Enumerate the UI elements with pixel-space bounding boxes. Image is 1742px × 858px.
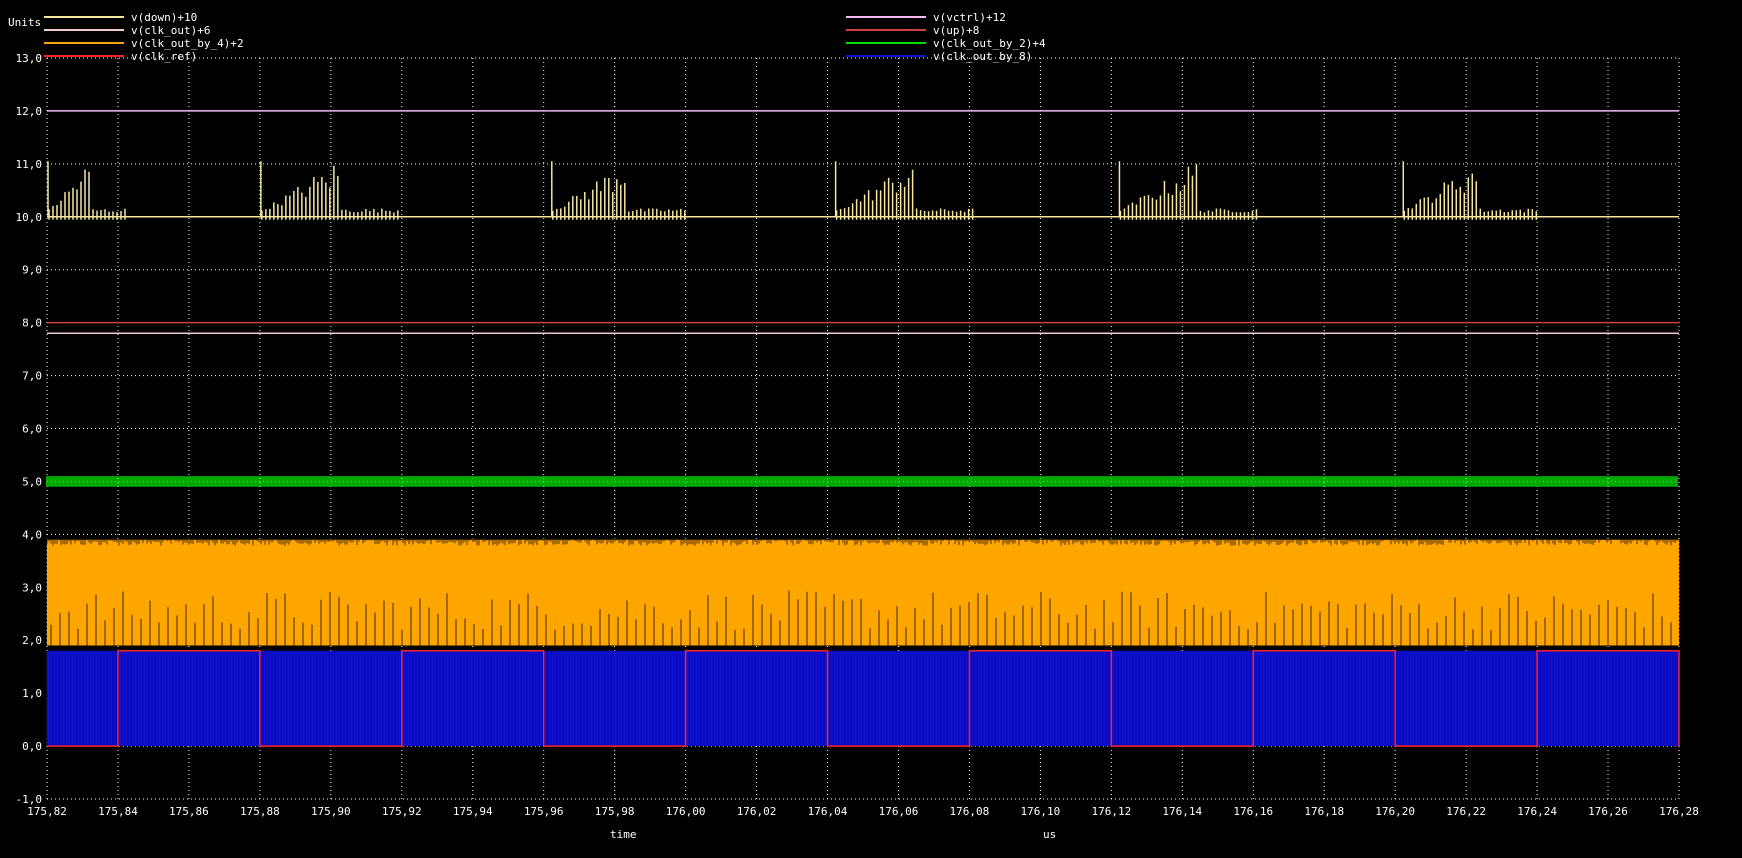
y-tick-label: 7,0 <box>22 370 42 383</box>
legend-label: v(up)+8 <box>933 24 979 37</box>
traces <box>46 110 1680 747</box>
trace-clk-out-by-4 <box>47 539 1679 646</box>
y-tick-label: 9,0 <box>22 264 42 277</box>
x-tick-label: 175,90 <box>311 805 351 818</box>
trace-clk-out-by-2 <box>46 476 1678 487</box>
trace-clk-out-by-4-glitches <box>50 590 1672 646</box>
trace-clk-out-by-8-edges <box>46 650 1677 747</box>
y-tick-label: 4,0 <box>22 528 42 541</box>
x-tick-label: 175,82 <box>27 805 67 818</box>
y-tick-label: 11,0 <box>16 158 43 171</box>
x-tick-label: 176,22 <box>1446 805 1486 818</box>
y-tick-label: 8,0 <box>22 317 42 330</box>
legend-label: v(clk_ref) <box>131 50 197 63</box>
x-tick-label: 175,88 <box>240 805 280 818</box>
x-tick-label: 176,18 <box>1304 805 1344 818</box>
axes: 175,82 175,84 175,86 175,88 175,90 175,92 175,… <box>16 52 1699 818</box>
x-tick-label: 175,92 <box>382 805 422 818</box>
x-axis-unit: us <box>1043 828 1056 841</box>
y-tick-label: 6,0 <box>22 423 42 436</box>
x-tick-label: 176,14 <box>1162 805 1202 818</box>
legend-label: v(down)+10 <box>131 11 197 24</box>
x-tick-label: 175,94 <box>453 805 493 818</box>
y-tick-label: 3,0 <box>22 581 42 594</box>
y-tick-label: 12,0 <box>16 105 43 118</box>
x-tick-label: 176,28 <box>1659 805 1699 818</box>
legend-label: v(clk_out_by_8) <box>933 50 1032 63</box>
x-tick-label: 176,00 <box>666 805 706 818</box>
y-tick-label: -1,0 <box>16 793 43 806</box>
y-tick-label: 2,0 <box>22 634 42 647</box>
trace-clk-ref <box>47 650 1680 747</box>
y-axis-label: Units <box>8 16 41 29</box>
legend-label: v(clk_out_by_2)+4 <box>933 37 1046 50</box>
y-tick-label: 13,0 <box>16 52 43 65</box>
legend: v(down)+10v(clk_out)+6v(clk_out_by_4)+2v… <box>44 11 1046 63</box>
trace-down-bursts <box>47 161 1538 220</box>
legend-label: v(vctrl)+12 <box>933 11 1006 24</box>
legend-label: v(clk_out_by_4)+2 <box>131 37 244 50</box>
x-tick-label: 176,08 <box>950 805 990 818</box>
x-tick-label: 175,86 <box>169 805 209 818</box>
x-tick-label: 175,98 <box>595 805 635 818</box>
x-tick-label: 176,02 <box>737 805 777 818</box>
x-tick-label: 176,20 <box>1375 805 1415 818</box>
x-axis-label: time <box>610 828 637 841</box>
x-tick-label: 175,96 <box>524 805 564 818</box>
y-tick-label: 0,0 <box>22 740 42 753</box>
x-tick-label: 176,24 <box>1517 805 1557 818</box>
x-tick-label: 176,04 <box>808 805 848 818</box>
x-tick-label: 176,06 <box>879 805 919 818</box>
y-tick-label: 1,0 <box>22 687 42 700</box>
y-tick-label: 10,0 <box>16 211 43 224</box>
x-tick-label: 176,12 <box>1091 805 1131 818</box>
x-tick-label: 176,16 <box>1233 805 1273 818</box>
trace-clk-out-by-4-top-edge <box>46 537 1678 546</box>
x-tick-label: 175,84 <box>98 805 138 818</box>
x-tick-label: 176,26 <box>1588 805 1628 818</box>
x-tick-label: 176,10 <box>1021 805 1061 818</box>
y-tick-label: 5,0 <box>22 475 42 488</box>
legend-label: v(clk_out)+6 <box>131 24 210 37</box>
